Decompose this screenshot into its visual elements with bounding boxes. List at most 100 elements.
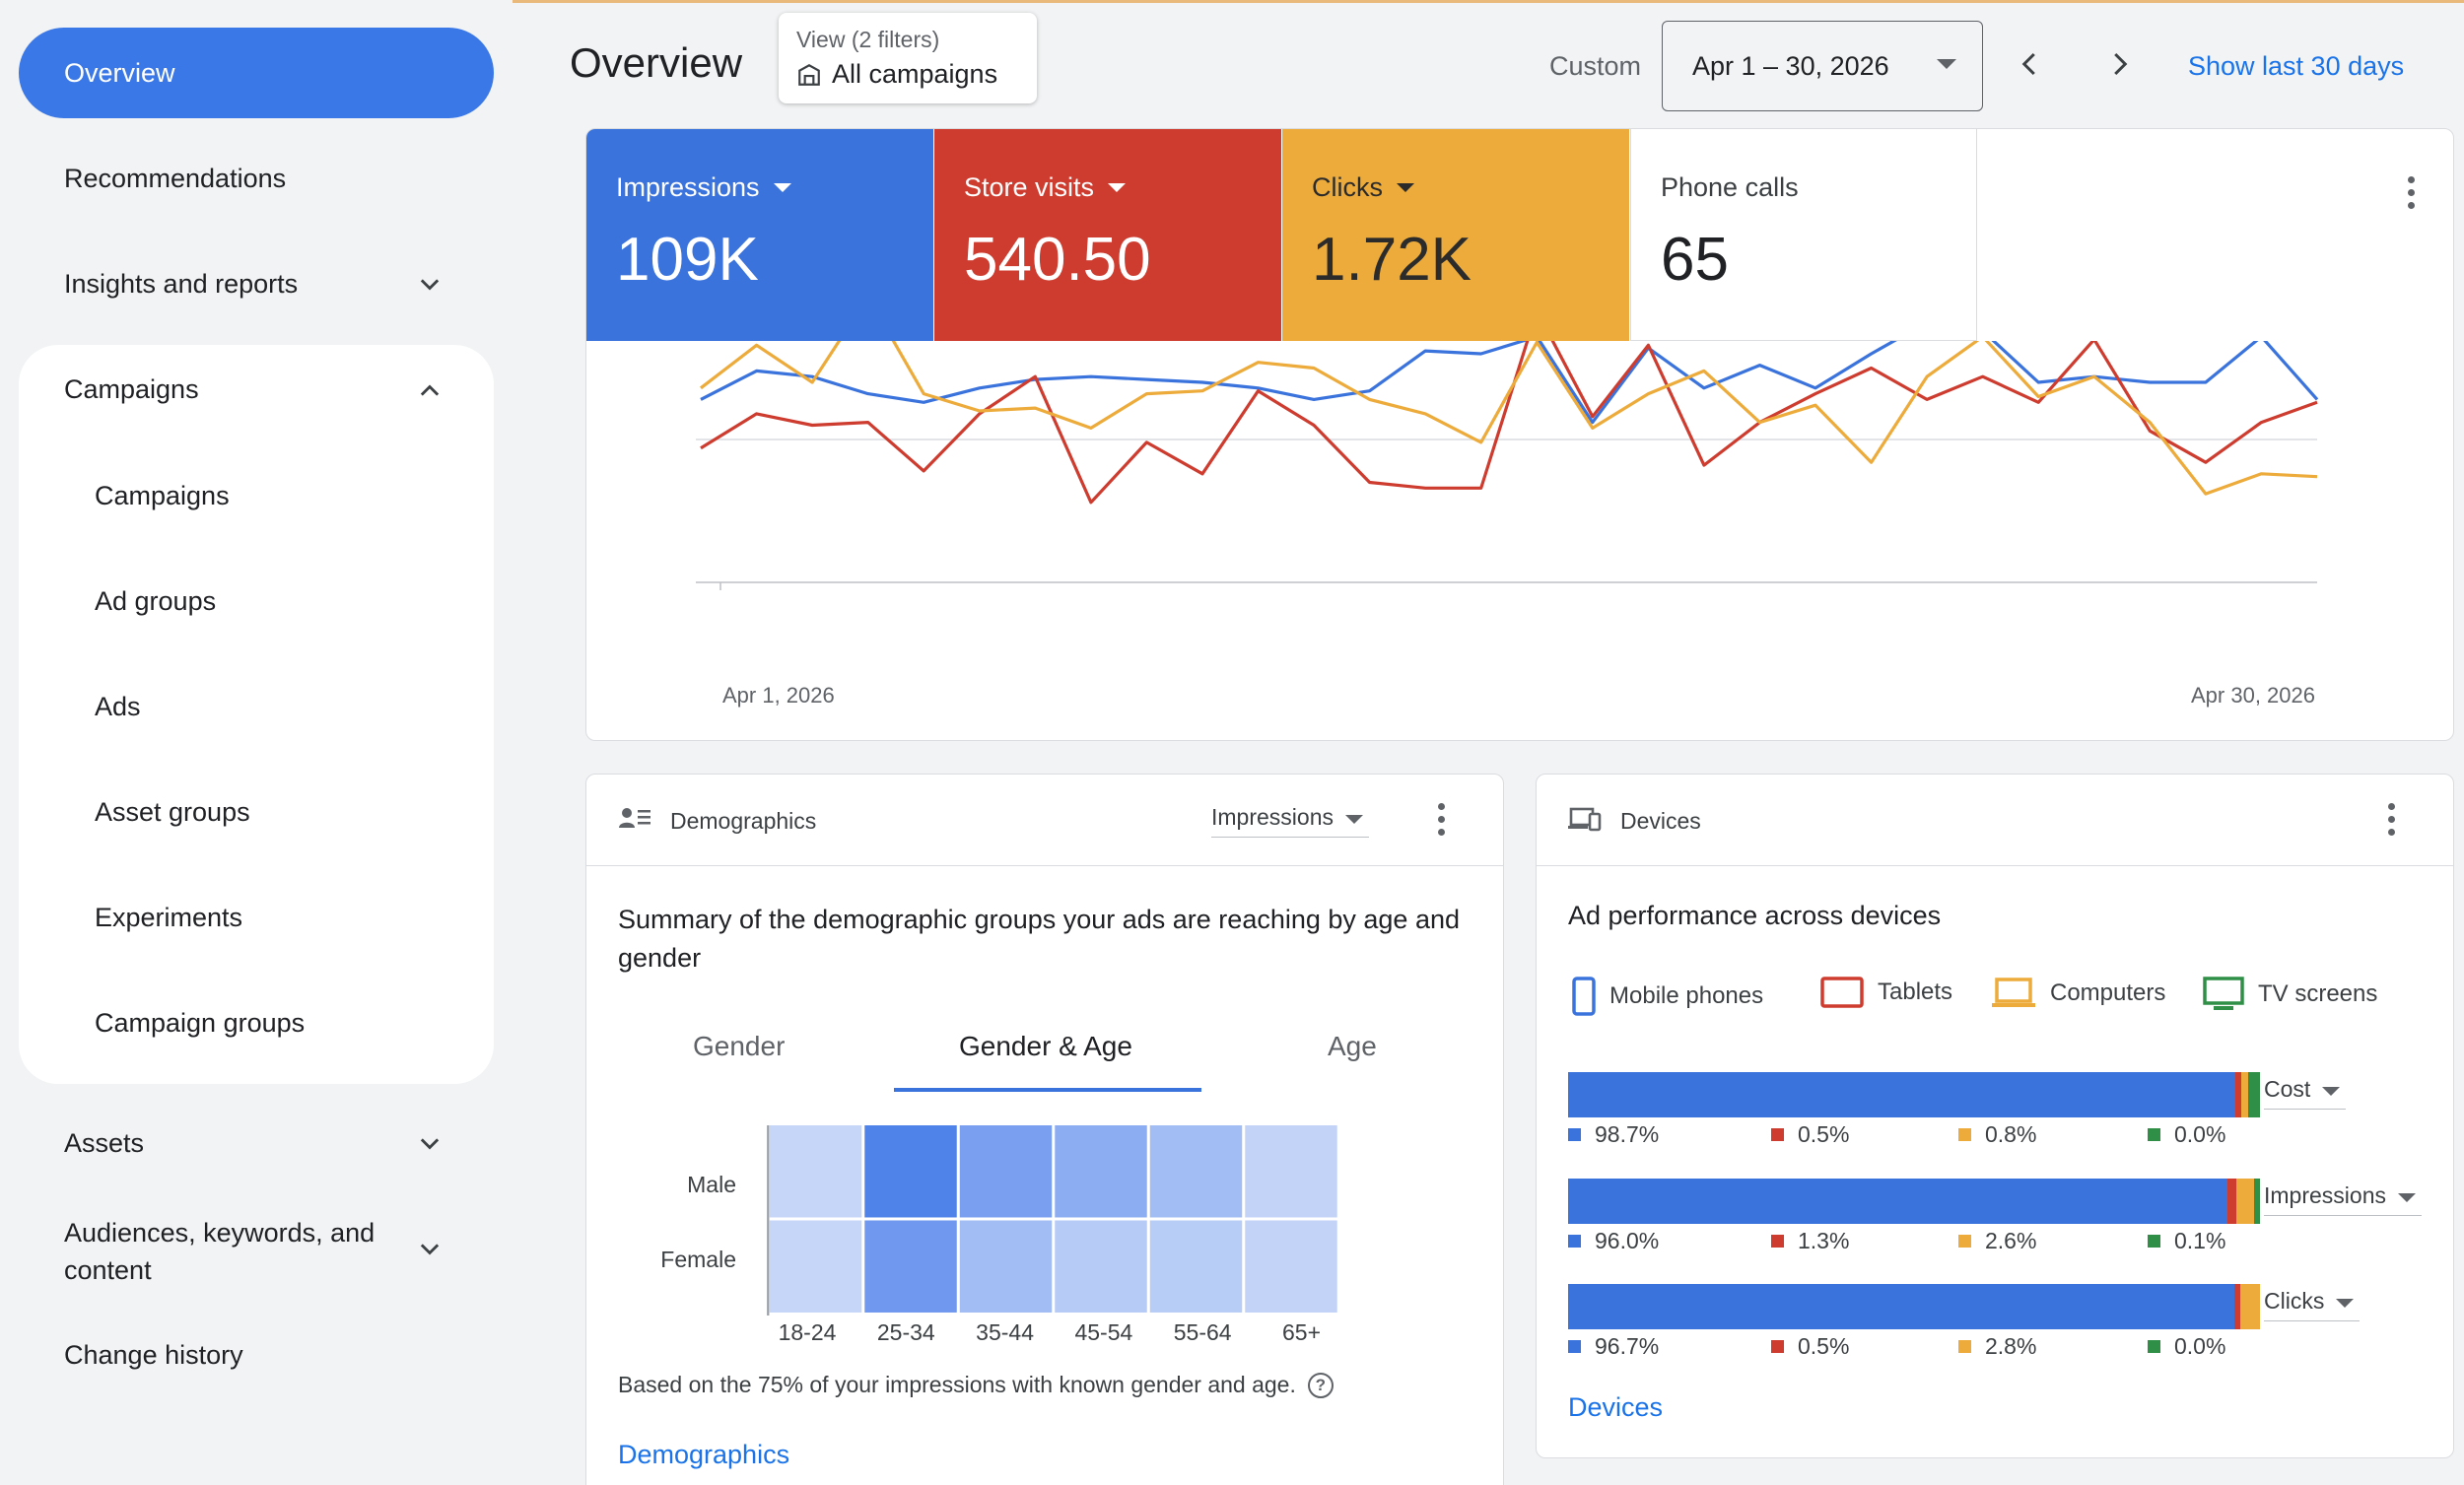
campaigns-group [19, 345, 494, 1084]
device-metric-select[interactable]: Clicks [2264, 1288, 2361, 1321]
sidebar-item-experiments[interactable]: Experiments [95, 903, 243, 932]
next-period-button[interactable] [2099, 44, 2139, 84]
x-axis-end-label: Apr 30, 2026 [2191, 683, 2315, 708]
metric-label: Impressions [616, 172, 760, 202]
device-metric-select[interactable]: Impressions [2264, 1182, 2422, 1216]
view-filter-button[interactable]: View (2 filters) All campaigns [779, 13, 1037, 103]
device-percentage: 2.6% [1958, 1228, 2036, 1254]
heatmap-cell [1149, 1125, 1243, 1218]
metric-label: Phone calls [1661, 172, 1799, 202]
chevron-down-icon[interactable] [414, 269, 445, 301]
sidebar-item-label: Recommendations [64, 164, 287, 193]
note-text: Based on the 75% of your impressions wit… [618, 1372, 1296, 1397]
date-range-select[interactable]: Apr 1 – 30, 2026 [1662, 21, 1983, 111]
tablet-icon [1820, 977, 1864, 1008]
heatmap-age-label: 55-64 [1173, 1319, 1232, 1345]
device-bar-segment [2235, 1179, 2254, 1224]
top-accent-line [0, 0, 2464, 3]
device-percentage: 98.7% [1568, 1121, 1659, 1148]
mobile-phone-icon [1572, 977, 1596, 1016]
sidebar-item-ad-groups[interactable]: Ad groups [95, 586, 217, 616]
previous-period-button[interactable] [2011, 44, 2050, 84]
demographics-note: Based on the 75% of your impressions wit… [618, 1372, 1334, 1398]
legend-computers: Computers [1991, 977, 2165, 1010]
sidebar-item-campaigns-group[interactable]: Campaigns [64, 374, 199, 405]
more-options-icon[interactable] [1426, 799, 1456, 839]
legend-square-icon [2148, 1340, 2160, 1353]
chevron-down-icon[interactable] [414, 1234, 445, 1265]
sidebar-item-audiences[interactable]: Audiences, keywords, and content [64, 1214, 375, 1289]
sidebar-item-label: Overview [64, 57, 175, 88]
chevron-down-icon[interactable] [414, 1128, 445, 1160]
chevron-right-icon [2114, 52, 2128, 76]
date-range-value: Apr 1 – 30, 2026 [1692, 50, 1889, 81]
device-metric-select[interactable]: Cost [2264, 1076, 2347, 1110]
devices-link[interactable]: Devices [1568, 1392, 1664, 1422]
sidebar-item-insights[interactable]: Insights and reports [64, 269, 498, 300]
card-header: Devices [1537, 775, 2453, 866]
help-icon[interactable]: ? [1307, 1372, 1334, 1398]
device-bar-segment [2226, 1179, 2236, 1224]
series-line-clicks [700, 341, 2318, 496]
dropdown-caret-icon [2322, 1087, 2341, 1096]
heatmap-cell [769, 1125, 862, 1218]
tab-gender-age[interactable]: Gender & Age [959, 1031, 1132, 1061]
legend-square-icon [2148, 1128, 2160, 1141]
sidebar-item-asset-groups[interactable]: Asset groups [95, 797, 250, 827]
series-line-impressions [700, 341, 2319, 425]
sidebar-item-label: Change history [64, 1340, 243, 1370]
show-last-30-days-link[interactable]: Show last 30 days [2188, 51, 2405, 81]
device-percentage: 0.0% [2148, 1121, 2225, 1148]
legend-square-icon [1958, 1340, 1971, 1353]
percentage-value: 0.5% [1798, 1121, 1850, 1147]
sidebar-item-assets[interactable]: Assets [64, 1128, 144, 1159]
device-bar-segment [2234, 1284, 2241, 1329]
tab-age[interactable]: Age [1328, 1031, 1377, 1061]
demographics-icon [619, 808, 650, 828]
heatmap-cell [1245, 1220, 1337, 1313]
device-percentage: 0.0% [2148, 1333, 2225, 1360]
dropdown-caret-icon [1344, 815, 1363, 824]
page-title: Overview [570, 39, 743, 86]
percentage-value: 96.7% [1595, 1333, 1660, 1359]
tab-gender[interactable]: Gender [693, 1031, 786, 1061]
heatmap-cell [864, 1220, 957, 1313]
device-bar [1568, 1284, 2260, 1329]
heatmap-cell [959, 1220, 1053, 1313]
sidebar-item-change-history[interactable]: Change history [64, 1340, 243, 1371]
device-percentages: 98.7% 0.5% 0.8% 0.0% [1568, 1121, 2260, 1151]
metric-tile-store-visits[interactable]: Store visits 540.50 [934, 129, 1281, 341]
demographics-metric-select[interactable]: Impressions [1211, 804, 1369, 838]
percentage-value: 98.7% [1595, 1121, 1660, 1147]
sidebar-item-ads[interactable]: Ads [95, 692, 141, 721]
legend-label: Tablets [1878, 979, 1953, 1005]
device-percentages: 96.7% 0.5% 2.8% 0.0% [1568, 1333, 2260, 1363]
metric-tile-phone-calls[interactable]: Phone calls 65 [1630, 129, 1977, 341]
select-value: Impressions [2264, 1182, 2386, 1208]
sidebar-item-campaigns[interactable]: Campaigns [95, 481, 230, 510]
dropdown-caret-icon [1108, 183, 1127, 192]
chevron-left-icon [2021, 52, 2035, 76]
metric-tile-clicks[interactable]: Clicks 1.72K [1282, 129, 1629, 341]
demographics-heatmap [767, 1125, 1337, 1316]
sidebar-item-campaign-groups[interactable]: Campaign groups [95, 1008, 306, 1038]
legend-square-icon [1568, 1128, 1581, 1141]
demographics-link[interactable]: Demographics [618, 1440, 790, 1469]
heatmap-cell [959, 1125, 1053, 1218]
percentage-value: 2.8% [1985, 1333, 2037, 1359]
sidebar-item-overview[interactable]: Overview [19, 28, 494, 118]
chevron-up-icon[interactable] [414, 374, 445, 406]
metric-value: 1.72K [1312, 226, 1472, 294]
metric-tile-impressions[interactable]: Impressions 109K [586, 129, 933, 341]
heatmap-cell [1055, 1125, 1147, 1218]
percentage-value: 0.0% [2174, 1333, 2226, 1359]
more-options-icon[interactable] [2396, 172, 2426, 212]
card-title: Demographics [670, 808, 817, 834]
more-options-icon[interactable] [2376, 799, 2406, 839]
percentage-value: 1.3% [1798, 1228, 1850, 1253]
select-value: Impressions [1211, 804, 1334, 830]
device-percentage: 1.3% [1771, 1228, 1849, 1254]
metric-value: 540.50 [964, 226, 1151, 294]
building-icon [798, 63, 820, 86]
sidebar-item-recommendations[interactable]: Recommendations [64, 164, 286, 194]
